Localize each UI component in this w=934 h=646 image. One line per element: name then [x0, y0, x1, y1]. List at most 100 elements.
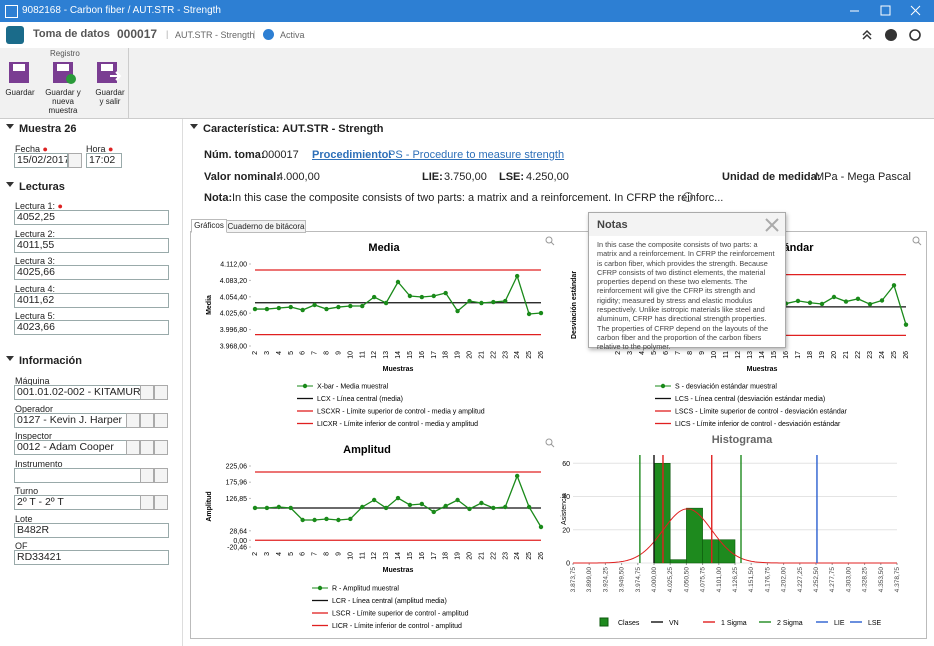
window-controls[interactable] [840, 0, 934, 22]
reading-input[interactable]: 4011,62 [14, 292, 169, 308]
x-tick-label: 26 [538, 552, 545, 560]
y-tick-label: 4.083,20 [220, 278, 247, 285]
data-point [526, 504, 532, 510]
x-tick-label: 12 [735, 351, 742, 359]
ribbon-divider [128, 48, 129, 118]
x-tick-label: 26 [903, 351, 910, 359]
x-tick-label: 9 [335, 552, 342, 556]
ribbon-icons[interactable] [0, 60, 128, 86]
label[interactable]: Procedimiento: [312, 149, 393, 161]
field-input[interactable]: B482R [14, 522, 169, 538]
field-input[interactable]: RD33421 [14, 550, 169, 565]
lookup-button[interactable] [126, 440, 140, 455]
histogram-bar [653, 463, 671, 564]
button-label[interactable]: Guardar [5, 88, 35, 97]
breadcrumb[interactable]: Toma de datos [33, 28, 110, 40]
y-tick-label: 40 [562, 494, 570, 501]
x-tick-label: 5 [651, 351, 658, 355]
x-tick-label: 18 [443, 552, 450, 560]
calendar-button[interactable] [68, 153, 82, 168]
lookup-button[interactable] [154, 385, 168, 400]
record-number: 000017 [117, 27, 158, 41]
data-point [276, 305, 282, 311]
data-point [455, 308, 460, 314]
time-input[interactable]: 17:02 [86, 153, 122, 168]
x-tick-label: 4.202,00 [781, 567, 788, 593]
data-point [491, 505, 496, 511]
x-axis-label: Muestras [383, 366, 414, 373]
x-tick-label: 4 [276, 351, 283, 355]
data-point [807, 300, 813, 305]
legend-label: LSE [868, 620, 882, 627]
data-point [383, 300, 389, 306]
y-tick-label: 4.025,60 [220, 311, 247, 318]
section-title[interactable]: Muestra 26 [6, 123, 76, 135]
tab[interactable]: Gráficos [191, 219, 227, 233]
section-title[interactable]: Lecturas [6, 181, 65, 193]
field-input[interactable]: 2º T - 2º T [14, 495, 141, 510]
procedure-link[interactable]: PS - Procedure to measure strength [388, 149, 565, 161]
x-tick-label: 4.252,50 [813, 567, 820, 593]
field-input[interactable]: 001.01.02-002 - KITAMURA H [14, 385, 141, 400]
data-point [831, 294, 837, 300]
lookup-button[interactable] [140, 412, 154, 428]
x-tick-label: 17 [431, 552, 438, 560]
field-input[interactable]: 0127 - Kevin J. Harper [14, 412, 127, 428]
x-tick-label: 21 [843, 351, 850, 359]
x-tick-label: 4.101,00 [716, 567, 723, 593]
field-label: Lectura 1: ● [15, 201, 63, 211]
title-bar: 9082168 - Carbon fiber / AUT.STR - Stren… [0, 0, 934, 22]
legend-label: X-bar - Media muestral [317, 384, 389, 391]
y-tick-label: 28,64 [229, 528, 247, 535]
zoom-icons[interactable] [545, 236, 922, 448]
data-point [300, 517, 305, 523]
data-point [264, 505, 270, 511]
x-tick-label: 4.328,25 [862, 567, 869, 593]
value: MPa - Mega Pascal [815, 171, 911, 183]
reading-input[interactable]: 4023,66 [14, 320, 169, 335]
x-tick-label: 4.000,00 [651, 567, 658, 593]
header-actions[interactable] [858, 26, 928, 44]
x-tick-label: 16 [419, 552, 426, 560]
field-label: Lectura 2: [15, 228, 56, 239]
lookup-button[interactable] [126, 412, 140, 428]
section-title[interactable]: Característica: AUT.STR - Strength [190, 123, 384, 135]
lookup-button[interactable] [140, 440, 154, 455]
data-point [264, 306, 270, 312]
lookup-button[interactable] [140, 467, 154, 483]
reading-input[interactable]: 4025,66 [14, 265, 169, 280]
x-tick-label: 3.899,00 [586, 567, 593, 593]
x-tick-label: 17 [795, 351, 802, 359]
x-tick-label: 9 [699, 351, 706, 355]
y-tick-label: 3.996,80 [220, 327, 247, 334]
data-point [795, 298, 801, 304]
data-point [819, 301, 825, 307]
lookup-button[interactable] [154, 467, 168, 483]
x-tick-label: 23 [867, 351, 874, 359]
field-input[interactable]: 0012 - Adam Cooper [14, 440, 127, 455]
data-point [491, 299, 496, 305]
reading-input[interactable]: 4052,25 [14, 210, 169, 225]
info-icon[interactable] [683, 192, 693, 202]
section-title[interactable]: Información [6, 355, 82, 367]
legend-label: LICXR - Límite inferior de control - med… [317, 421, 478, 428]
button-label[interactable]: Guardar y salir [95, 88, 125, 106]
data-point [252, 505, 258, 511]
lookup-button[interactable] [154, 440, 168, 455]
lookup-button[interactable] [140, 495, 154, 510]
reading-input[interactable]: 4011,55 [14, 237, 169, 253]
histogram-bar [669, 559, 687, 564]
lookup-button[interactable] [154, 495, 168, 510]
field-label: Máquina [15, 376, 50, 386]
lookup-button[interactable] [140, 385, 154, 400]
button-label[interactable]: Guardar y nueva muestra [45, 88, 81, 115]
series-line [255, 474, 542, 528]
x-tick-label: 8 [324, 351, 331, 355]
lookup-button[interactable] [154, 412, 168, 428]
close-button[interactable] [765, 218, 779, 232]
date-input[interactable]: 15/02/2017 [14, 153, 68, 168]
x-tick-label: 11 [359, 552, 366, 559]
legend-swatch [599, 617, 609, 627]
